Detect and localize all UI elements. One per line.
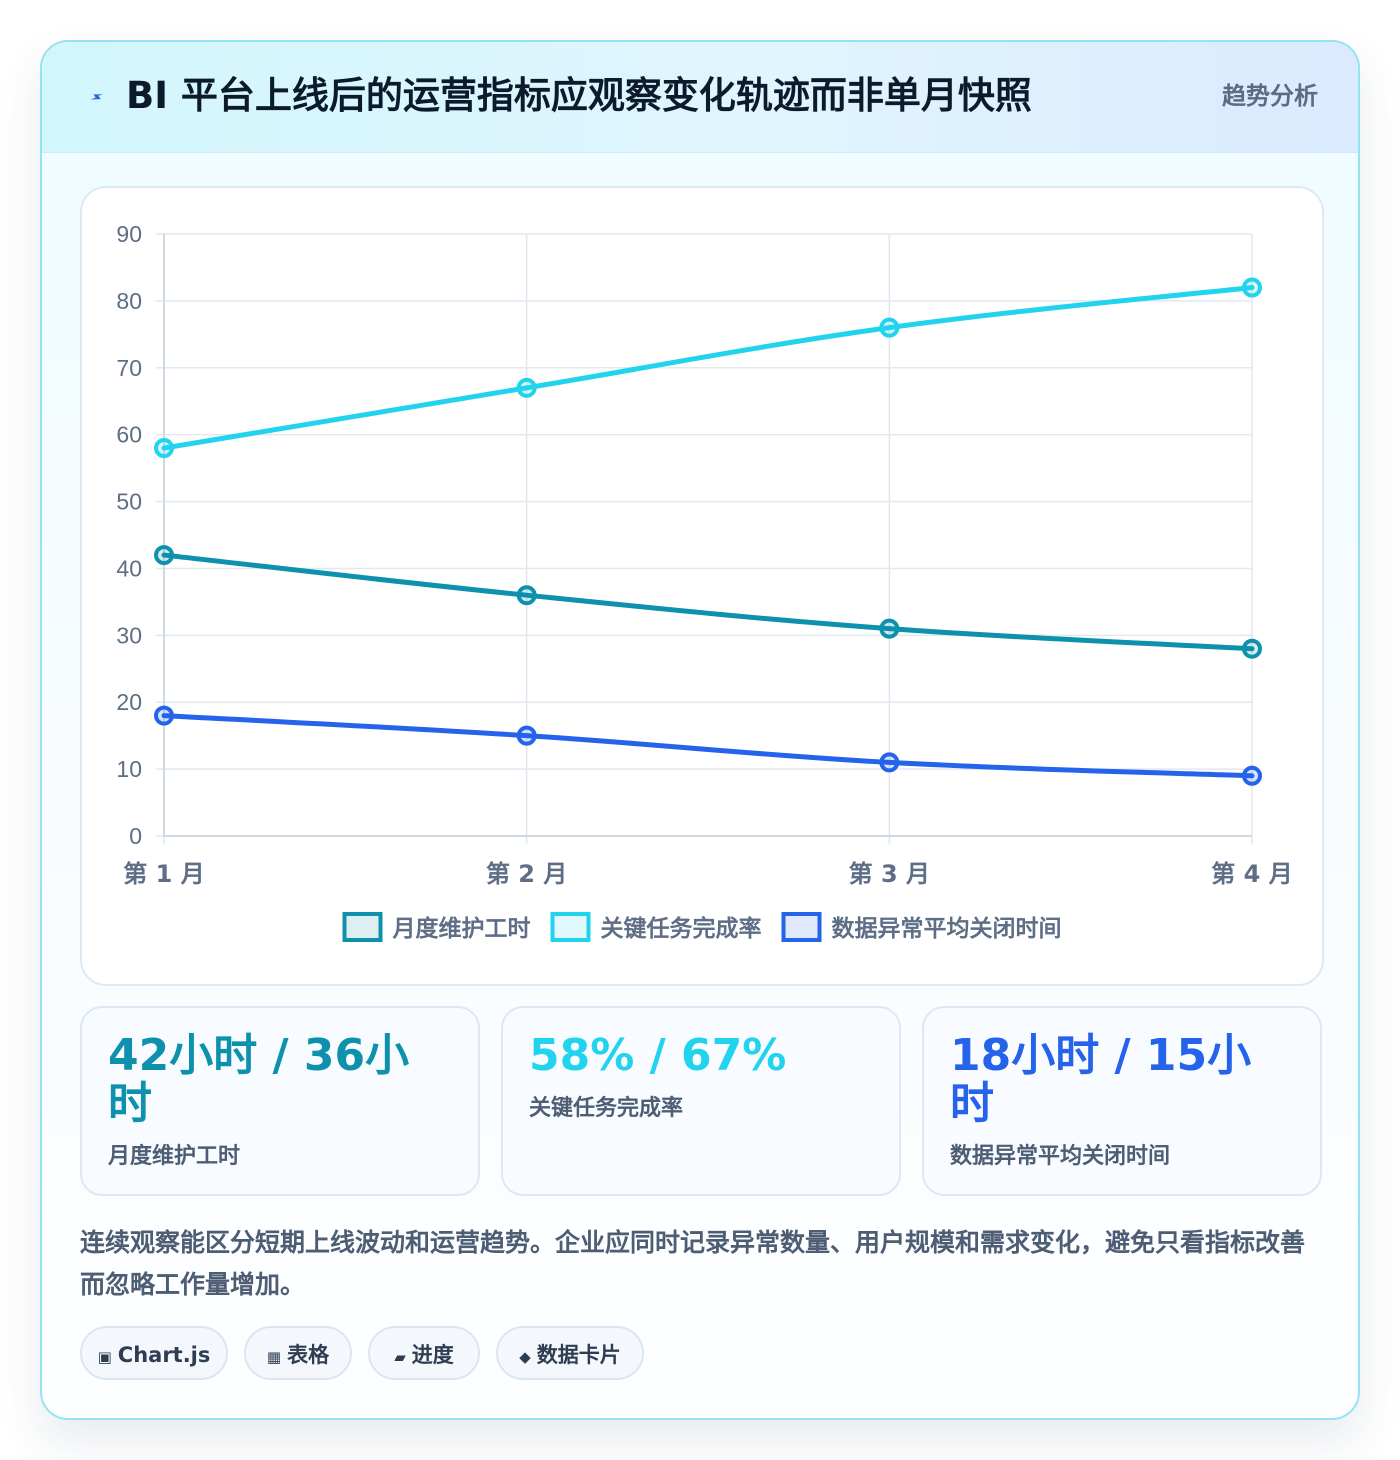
kpi-value: 42小时 / 36小时 [108, 1030, 410, 1129]
chip-label: 进度 [411, 1343, 454, 1367]
data-point [1242, 765, 1262, 786]
y-tick-label: 30 [116, 622, 142, 648]
x-tick-label: 第 3 月 [849, 860, 930, 888]
series-line-2 [161, 285, 1255, 451]
table-icon: ▦ [266, 1348, 282, 1366]
category-tag: 趋势分析 [1222, 82, 1318, 110]
x-tick-label: 第 2 月 [486, 860, 567, 888]
legend-swatch [550, 912, 591, 942]
legend-label: 关键任务完成率 [601, 915, 762, 942]
series-line-3 [161, 713, 1255, 779]
data-point [154, 545, 174, 566]
report-card: BI 平台上线后的运营指标应观察变化轨迹而非单月快照 趋势分析 0 10 20 30 4… [40, 40, 1360, 1420]
kpi-value: 18小时 / 15小时 [950, 1030, 1252, 1129]
chip-label: Chart.js [117, 1343, 211, 1367]
kpi-label: 关键任务完成率 [529, 1096, 684, 1121]
data-point [879, 752, 900, 773]
data-point [879, 618, 900, 639]
chip-table[interactable]: ▦ 表格 [244, 1326, 352, 1380]
chart-panel: 0 10 20 30 40 50 60 70 80 90 第 1 月 第 2 月 第 3 月 第 4 月月… [80, 186, 1324, 986]
legend-swatch [781, 912, 822, 942]
data-point [516, 585, 537, 606]
chart-icon: ▣ [97, 1348, 112, 1366]
x-tick-label: 第 1 月 [123, 860, 204, 888]
legend-swatch [342, 912, 383, 942]
y-tick-label: 40 [116, 555, 142, 581]
chip-chartjs[interactable]: ▣ Chart.js [80, 1326, 228, 1380]
kpi-card-maintenance: 42小时 / 36小时 月度维护工时 [80, 1006, 480, 1196]
legend-label: 月度维护工时 [392, 915, 531, 942]
y-tick-label: 90 [116, 221, 142, 247]
chip-progress[interactable]: ▰ 进度 [368, 1326, 480, 1380]
kpi-label: 月度维护工时 [108, 1144, 241, 1169]
y-tick-label: 70 [116, 355, 142, 381]
chip-data-cards[interactable]: ◆ 数据卡片 [496, 1326, 644, 1380]
kpi-value: 58% / 67% [529, 1030, 787, 1081]
page-title: BI 平台上线后的运营指标应观察变化轨迹而非单月快照 [126, 74, 1032, 117]
y-tick-label: 10 [116, 756, 142, 782]
description-text: 连续观察能区分短期上线波动和运营趋势。企业应同时记录异常数量、用户规模和需求变化… [80, 1228, 1306, 1299]
y-tick-label: 50 [116, 489, 142, 515]
y-tick-label: 60 [116, 422, 142, 448]
lightning-icon [90, 94, 104, 100]
data-point [879, 317, 900, 338]
data-point [1242, 277, 1262, 298]
card-header: BI 平台上线后的运营指标应观察变化轨迹而非单月快照 趋势分析 [42, 42, 1358, 153]
line-chart: 0 10 20 30 40 50 60 70 80 90 第 1 月 第 2 月 第 3 月 第 4 月月… [116, 221, 1293, 942]
data-point [154, 705, 174, 726]
x-tick-label: 第 4 月 [1211, 860, 1292, 888]
kpi-card-anomaly: 18小时 / 15小时 数据异常平均关闭时间 [922, 1006, 1322, 1196]
y-tick-label: 0 [129, 823, 142, 849]
y-tick-label: 80 [116, 288, 142, 314]
progress-icon: ▰ [394, 1348, 406, 1366]
chip-label: 表格 [287, 1343, 330, 1367]
kpi-label: 数据异常平均关闭时间 [950, 1144, 1171, 1169]
data-point [516, 377, 537, 398]
data-point [1242, 638, 1262, 659]
y-tick-label: 20 [116, 689, 142, 715]
diamond-icon: ◆ [519, 1348, 531, 1366]
legend-label: 数据异常平均关闭时间 [832, 915, 1062, 942]
data-point [154, 438, 174, 459]
kpi-card-completion: 58% / 67% 关键任务完成率 [501, 1006, 901, 1196]
data-point [516, 725, 537, 746]
series-line-1 [161, 552, 1255, 652]
chip-label: 数据卡片 [536, 1343, 621, 1367]
